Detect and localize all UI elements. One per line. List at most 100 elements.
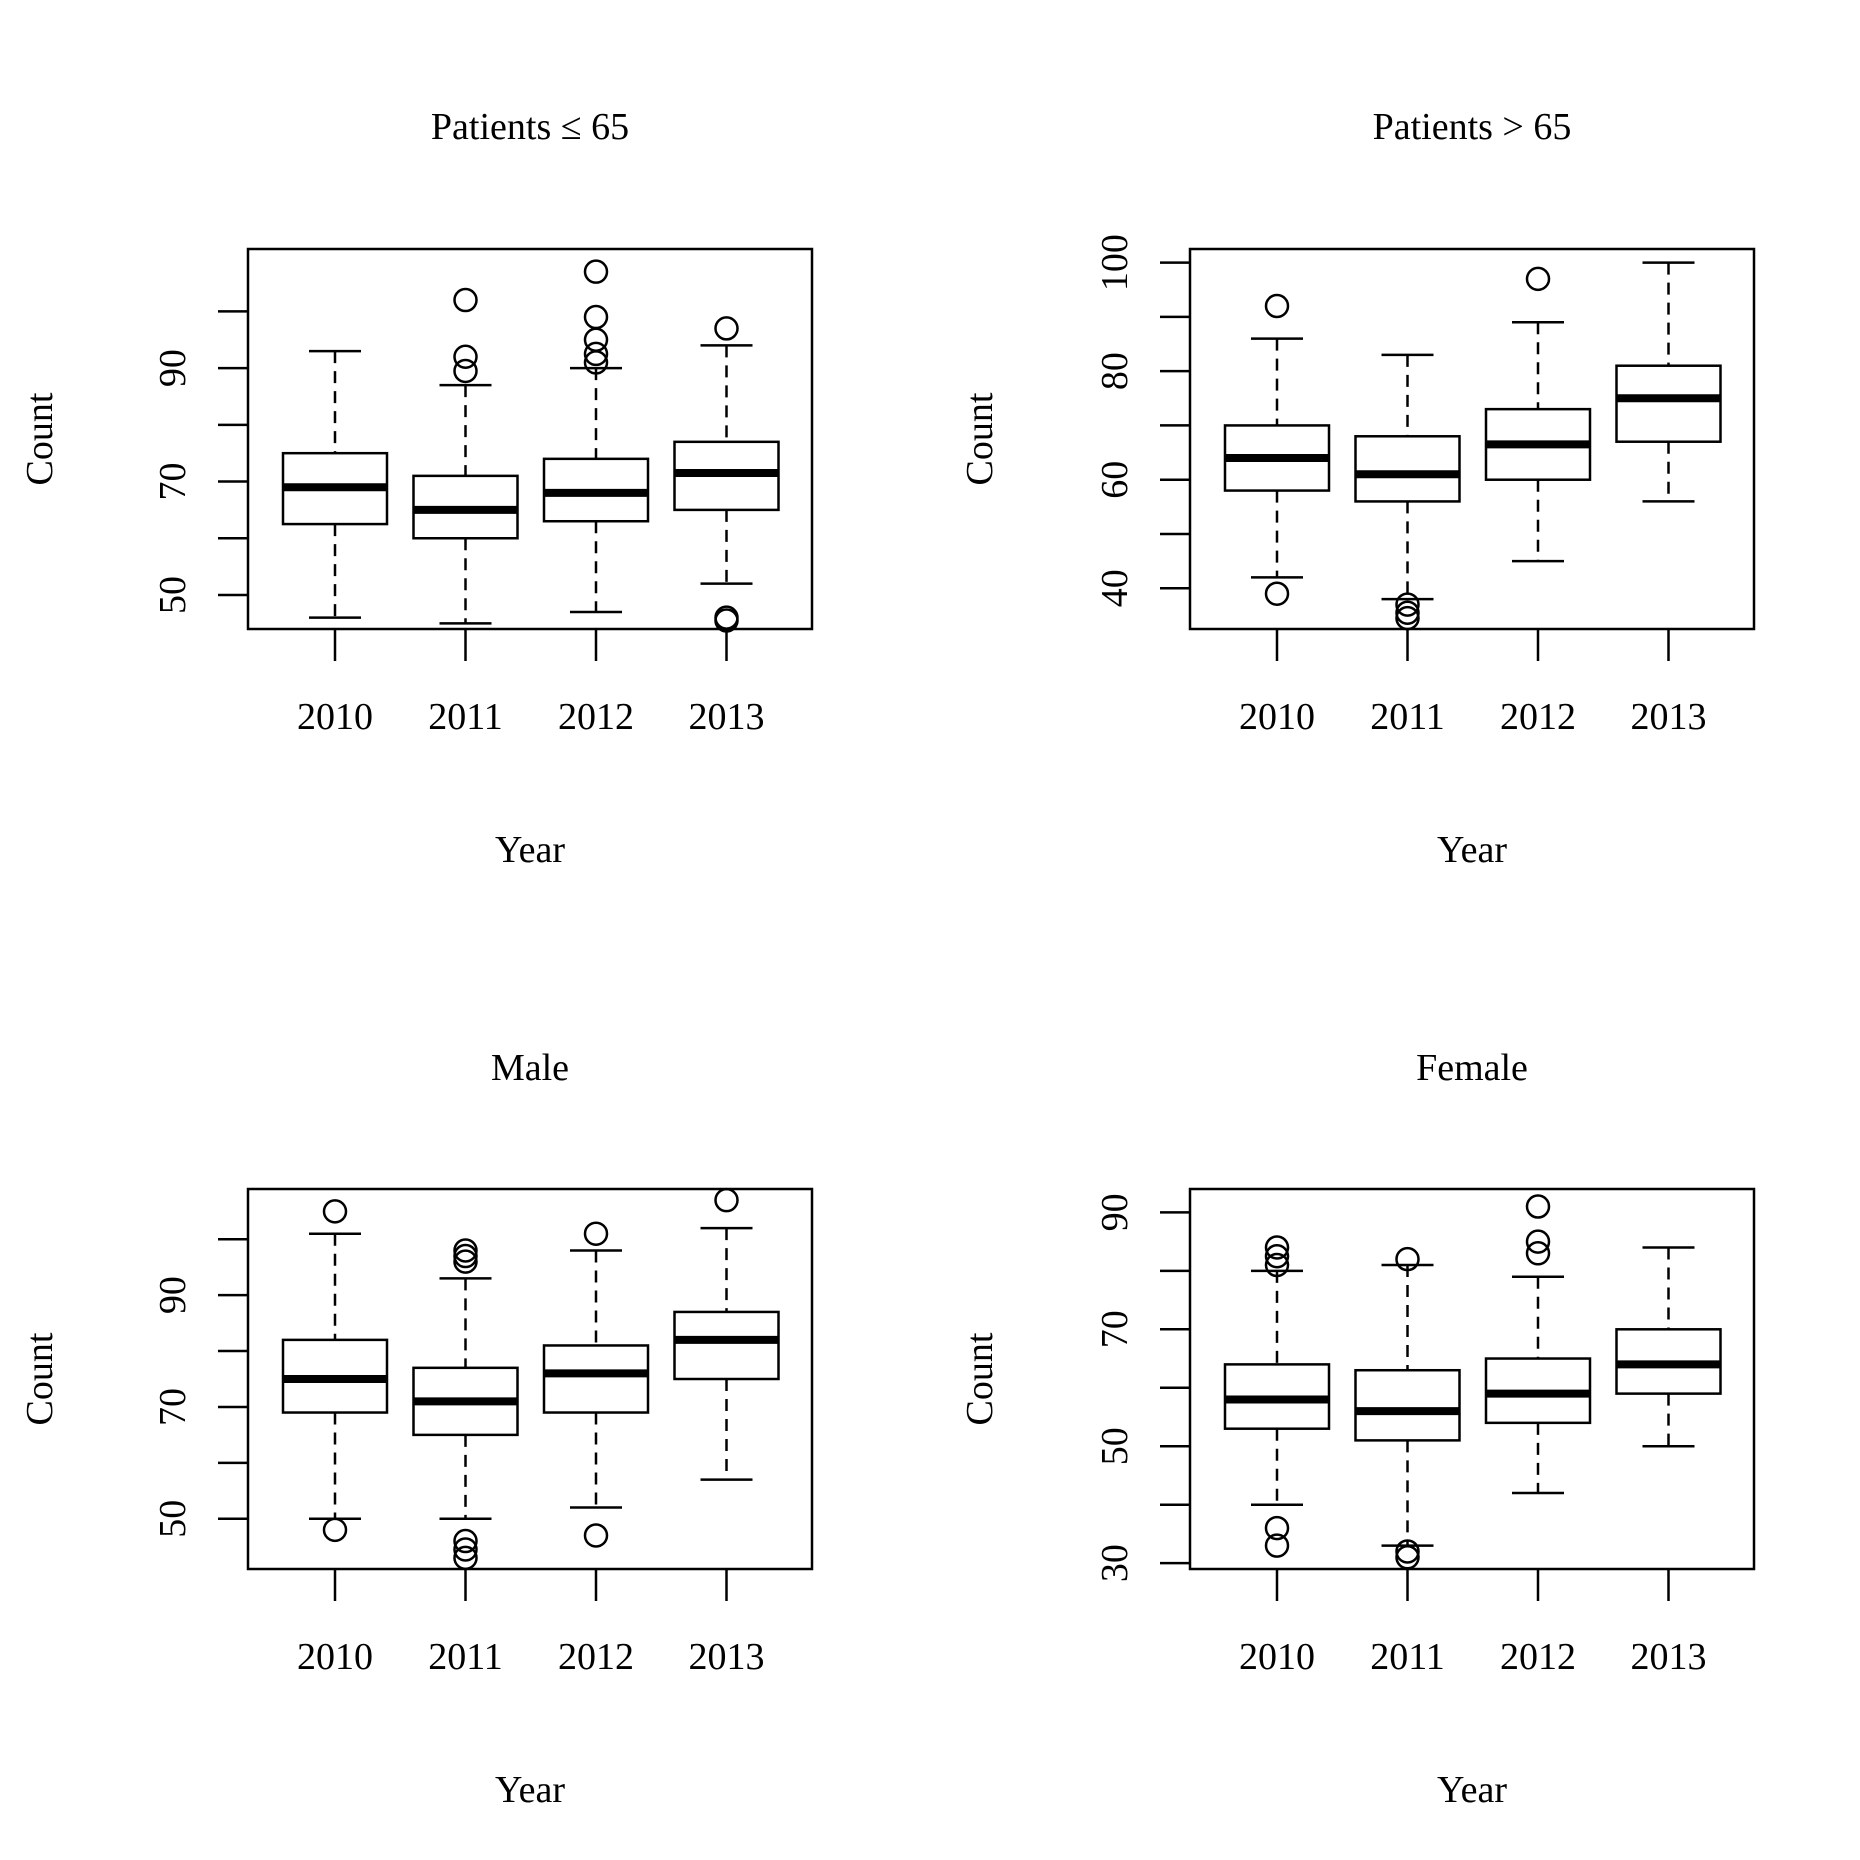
outlier-point: [583, 259, 609, 284]
x-tick-label: 2013: [689, 696, 765, 738]
box-2011: [412, 287, 519, 625]
outlier-point: [1264, 1515, 1290, 1541]
outlier-point: [1525, 1194, 1551, 1219]
box-2013: [673, 316, 780, 633]
box-2010: [1223, 293, 1331, 606]
outlier-point: [1264, 1235, 1290, 1260]
outlier-point: [1525, 1241, 1551, 1266]
outlier-point: [1264, 293, 1290, 319]
panel-title: Patients > 65: [1373, 106, 1572, 148]
y-tick-label: 50: [152, 576, 194, 614]
box-2010: [281, 349, 389, 619]
box-2010: [281, 1199, 389, 1543]
x-axis-label: Year: [495, 1769, 565, 1811]
box-2013: [1615, 261, 1722, 503]
outlier-point: [453, 358, 478, 384]
x-tick-label: 2010: [1239, 1636, 1315, 1678]
plot-frame: [1188, 247, 1756, 631]
y-axis-label: Count: [959, 1332, 1001, 1425]
iqr-box: [542, 1344, 650, 1414]
outlier-point: [1264, 581, 1290, 606]
y-axis-label: Count: [19, 1332, 61, 1425]
outlier-point: [583, 1221, 609, 1246]
y-tick-label: 70: [152, 1388, 194, 1426]
box-2011: [1354, 1246, 1461, 1570]
box-2011: [1354, 353, 1461, 631]
outlier-point: [453, 1537, 478, 1562]
outlier-point: [583, 1523, 609, 1548]
iqr-box: [1615, 364, 1722, 443]
box-2012: [1484, 1194, 1592, 1495]
panel-4: Female 30 50 70 90 Count Year 2010 2011 2012 2013: [959, 1047, 1756, 1811]
box-2010: [1223, 1235, 1331, 1558]
outlier-point: [1395, 600, 1420, 625]
plot-frame: [1188, 1187, 1756, 1571]
outlier-point: [1525, 266, 1551, 292]
x-tick-label: 2011: [1370, 1636, 1445, 1678]
outlier-point: [322, 1517, 348, 1543]
y-tick-label: 90: [152, 1276, 194, 1314]
x-tick-label: 2010: [297, 1636, 373, 1678]
outlier-point: [1395, 605, 1420, 631]
x-tick-label: 2011: [428, 1636, 503, 1678]
x-tick-label: 2010: [1239, 696, 1315, 738]
outlier-point: [453, 287, 478, 313]
box-2013: [1615, 1246, 1722, 1448]
y-axis-label: Count: [959, 392, 1001, 485]
x-tick-label: 2012: [558, 1636, 634, 1678]
x-tick-label: 2010: [297, 696, 373, 738]
x-tick-label: 2013: [1631, 696, 1707, 738]
x-tick-label: 2012: [1500, 1636, 1576, 1678]
x-tick-label: 2011: [1370, 696, 1445, 738]
y-tick-label: 30: [1094, 1544, 1136, 1582]
outlier-point: [453, 1545, 478, 1571]
plot-frame: [246, 1187, 814, 1571]
x-tick-label: 2012: [1500, 696, 1576, 738]
outlier-point: [1395, 1545, 1420, 1570]
outlier-point: [1395, 1246, 1420, 1272]
y-tick-label: 100: [1094, 234, 1136, 291]
panel-title: Female: [1416, 1047, 1528, 1089]
y-tick-label: 70: [1094, 1310, 1136, 1348]
y-axis-label: Count: [19, 392, 61, 485]
iqr-box: [1354, 1368, 1461, 1442]
x-tick-label: 2013: [689, 1636, 765, 1678]
outlier-point: [714, 605, 739, 630]
outlier-point: [322, 1199, 348, 1224]
outlier-point: [714, 316, 739, 341]
plot-frame: [246, 247, 814, 631]
y-tick-label: 80: [1094, 352, 1136, 390]
box-2011: [412, 1238, 519, 1571]
x-tick-label: 2013: [1631, 1636, 1707, 1678]
box-2013: [673, 1187, 780, 1481]
outlier-point: [1395, 1539, 1420, 1564]
y-tick-label: 60: [1094, 461, 1136, 499]
outlier-point: [583, 327, 609, 352]
x-tick-label: 2012: [558, 696, 634, 738]
panel-3: Male 50 70 90 Count Year 2010 2011 2012 2013: [19, 1047, 814, 1811]
outlier-point: [583, 341, 609, 367]
x-tick-label: 2011: [428, 696, 503, 738]
outlier-point: [1525, 1229, 1551, 1254]
y-tick-label: 70: [152, 463, 194, 501]
iqr-box: [673, 1310, 780, 1381]
y-tick-label: 90: [1094, 1193, 1136, 1231]
outlier-point: [453, 1243, 478, 1269]
outlier-point: [1264, 1533, 1290, 1558]
iqr-box: [1354, 435, 1461, 503]
x-axis-label: Year: [495, 829, 565, 871]
box-2012: [542, 1221, 650, 1548]
panel-title: Patients ≤ 65: [431, 106, 629, 148]
outlier-point: [453, 1238, 478, 1263]
box-2012: [1484, 266, 1592, 563]
outlier-point: [1395, 592, 1420, 617]
x-axis-label: Year: [1437, 829, 1507, 871]
y-tick-label: 50: [1094, 1427, 1136, 1465]
outlier-point: [583, 304, 609, 330]
box-2012: [542, 259, 650, 614]
panel-1: Patients ≤ 65 50 70 90 Count Year 2010 2011 2012…: [19, 106, 814, 871]
y-tick-label: 50: [152, 1500, 194, 1538]
x-axis-label: Year: [1437, 1769, 1507, 1811]
outlier-point: [453, 344, 478, 370]
